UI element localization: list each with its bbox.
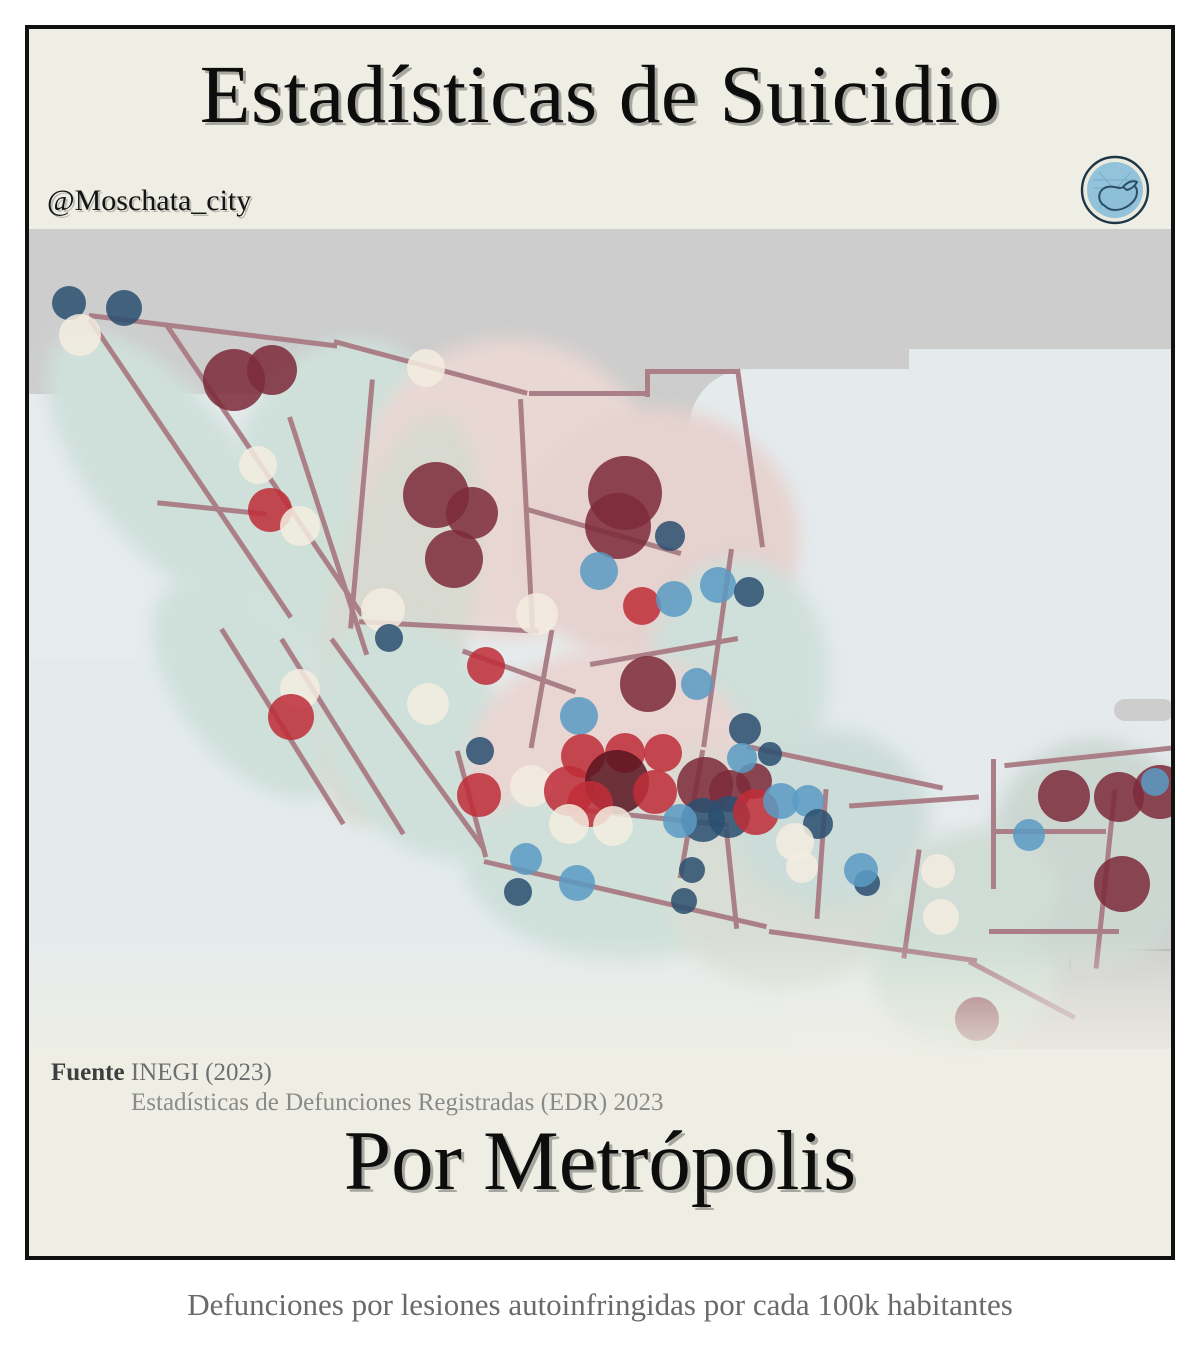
metro-bubble[interactable]: [580, 552, 618, 590]
metro-bubble[interactable]: [280, 506, 320, 546]
metro-bubble[interactable]: [59, 314, 101, 356]
metro-bubble[interactable]: [729, 713, 761, 745]
metro-bubble[interactable]: [239, 446, 277, 484]
yucatan-state-border: [996, 829, 1106, 834]
metro-bubble[interactable]: [510, 843, 542, 875]
metro-bubble[interactable]: [407, 683, 449, 725]
metro-bubble[interactable]: [727, 743, 757, 773]
metro-bubble[interactable]: [466, 737, 494, 765]
metro-bubble[interactable]: [549, 804, 589, 844]
metro-bubble[interactable]: [623, 587, 661, 625]
poster-frame: Estadísticas de Suicidio @Moschata_city: [25, 25, 1175, 1260]
page-subtitle: Por Metrópolis: [343, 1114, 857, 1208]
map-canvas[interactable]: [29, 229, 1171, 1084]
metro-bubble[interactable]: [425, 530, 483, 588]
national-border: [645, 369, 740, 374]
metro-bubble[interactable]: [620, 656, 676, 712]
source-label: Fuente: [51, 1059, 125, 1086]
author-handle: @Moschata_city: [47, 184, 252, 217]
metro-bubble[interactable]: [585, 493, 651, 559]
metro-bubble[interactable]: [247, 345, 297, 395]
metro-bubble[interactable]: [375, 624, 403, 652]
yucatan-state-border-3: [989, 929, 1119, 934]
metro-bubble[interactable]: [106, 290, 142, 326]
source-line-1: Fuente INEGI (2023): [51, 1059, 664, 1087]
figure-caption: Defunciones por lesiones autoinfringidas…: [187, 1287, 1013, 1322]
metro-bubble[interactable]: [407, 349, 445, 387]
metro-bubble[interactable]: [923, 899, 959, 935]
metro-bubble[interactable]: [663, 804, 697, 838]
map-bottom-fade: [29, 934, 1171, 1084]
metro-bubble[interactable]: [593, 806, 633, 846]
metro-bubble[interactable]: [504, 878, 532, 906]
metro-bubble[interactable]: [457, 773, 501, 817]
metro-bubble[interactable]: [1013, 819, 1045, 851]
cuba-landmass: [1114, 699, 1171, 721]
metro-bubble[interactable]: [644, 734, 682, 772]
national-border: [529, 391, 649, 396]
poster-header: Estadísticas de Suicidio @Moschata_city: [29, 29, 1171, 229]
source-line-2: Estadísticas de Defunciones Registradas …: [131, 1089, 664, 1116]
national-border: [645, 369, 650, 397]
page-title: Estadísticas de Suicidio: [199, 48, 1001, 140]
metro-bubble[interactable]: [679, 857, 705, 883]
source-agency: INEGI (2023): [124, 1059, 272, 1086]
metro-bubble[interactable]: [734, 577, 764, 607]
metro-bubble[interactable]: [758, 742, 782, 766]
metro-bubble[interactable]: [559, 865, 595, 901]
source-block: Fuente INEGI (2023) Estadísticas de Defu…: [51, 1059, 664, 1117]
metro-bubble[interactable]: [516, 593, 558, 635]
squash-logo-icon: [1079, 154, 1151, 226]
atlantic-ocean: [909, 349, 1171, 809]
metro-bubble[interactable]: [656, 581, 692, 617]
metro-bubble[interactable]: [844, 853, 878, 887]
coastline-yucatan-west: [991, 759, 996, 889]
metro-bubble[interactable]: [560, 697, 598, 735]
metro-bubble[interactable]: [1094, 856, 1150, 912]
metro-bubble[interactable]: [1038, 770, 1090, 822]
metro-bubble[interactable]: [268, 694, 314, 740]
metro-bubble[interactable]: [467, 647, 505, 685]
metro-bubble[interactable]: [681, 668, 713, 700]
metro-bubble[interactable]: [671, 888, 697, 914]
metro-bubble[interactable]: [655, 521, 685, 551]
metro-bubble[interactable]: [921, 854, 955, 888]
metro-bubble[interactable]: [786, 851, 818, 883]
metro-bubble[interactable]: [1141, 768, 1169, 796]
metro-bubble[interactable]: [700, 567, 736, 603]
